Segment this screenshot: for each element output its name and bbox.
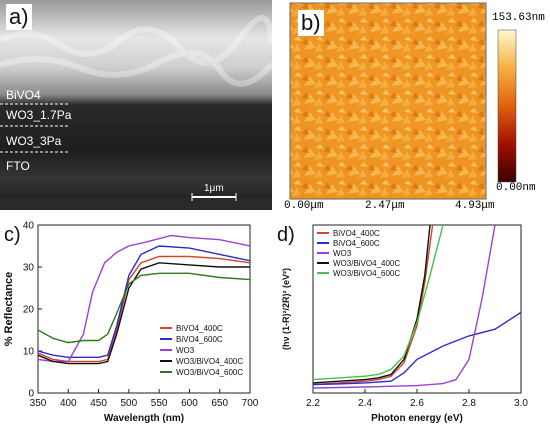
x-tick-label: 2.8 bbox=[462, 398, 476, 409]
x-tick-label: 550 bbox=[151, 398, 168, 409]
panel-d-tauc-chart: d) 2.2 2.4 2.6 2.8 3.0 Photon energy (eV) (hν (… bbox=[275, 215, 550, 433]
series-line-1 bbox=[313, 311, 521, 386]
afm-x-tick-0: 0.00μm bbox=[284, 200, 324, 212]
legend-label-4: WO3/BiVO4_600C bbox=[176, 368, 243, 377]
chart-panel-label: d) bbox=[277, 224, 295, 246]
tauc-chart-svg: d) 2.2 2.4 2.6 2.8 3.0 Photon energy (eV) (hν (… bbox=[277, 224, 528, 424]
x-tick-label: 3.0 bbox=[514, 398, 528, 409]
legend-label-3: WO3/BiVO4_400C bbox=[333, 259, 400, 268]
legend-label-1: BiVO4_600C bbox=[333, 239, 380, 248]
reflectance-chart-svg: c) 350 400 450 500 550 600 650 700 0 10 20 30 40 Wavel… bbox=[3, 221, 259, 425]
series-line-0 bbox=[38, 255, 250, 363]
colorbar-max-label: 153.63nm bbox=[492, 12, 545, 24]
x-tick-label: 2.2 bbox=[306, 398, 320, 409]
afm-x-tick-2: 4.93μm bbox=[455, 200, 495, 212]
x-tick-label: 650 bbox=[211, 398, 228, 409]
panel-a-sem: a) BiVO4 WO3_1.7Pa WO3_3Pa FTO 1μm bbox=[0, 0, 275, 210]
panel-b-label: b) bbox=[298, 10, 324, 36]
y-tick-label: 40 bbox=[23, 221, 35, 232]
legend-label-2: WO3 bbox=[333, 249, 352, 258]
legend-label-0: BiVO4_400C bbox=[333, 229, 380, 238]
series-line-1 bbox=[38, 245, 250, 358]
colorbar-min-label: 0.00nm bbox=[496, 182, 536, 194]
y-tick-label: 20 bbox=[23, 305, 35, 316]
layer-label-wo3-3pa: WO3_3Pa bbox=[6, 134, 62, 148]
legend-label-3: WO3/BiVO4_400C bbox=[176, 357, 243, 366]
panel-a-label: a) bbox=[6, 4, 32, 30]
x-tick-label: 2.6 bbox=[410, 398, 424, 409]
x-axis-label: Photon energy (eV) bbox=[371, 413, 463, 424]
layer-label-fto: FTO bbox=[6, 159, 30, 173]
x-tick-label: 600 bbox=[181, 398, 198, 409]
series-line-0 bbox=[313, 225, 434, 386]
y-tick-label: 10 bbox=[23, 347, 35, 358]
series-line-4 bbox=[38, 272, 250, 344]
x-tick-label: 700 bbox=[242, 398, 259, 409]
layer-label-bivo4: BiVO4 bbox=[6, 88, 41, 102]
series-line-2 bbox=[313, 225, 496, 389]
panel-c-reflectance-chart: c) 350 400 450 500 550 600 650 700 0 10 20 30 40 Wavel… bbox=[0, 215, 275, 433]
series-line-4 bbox=[313, 225, 444, 381]
legend-label-2: WO3 bbox=[176, 346, 195, 355]
legend-label-1: BiVO4_600C bbox=[176, 335, 223, 344]
x-tick-label: 450 bbox=[90, 398, 107, 409]
y-tick-label: 30 bbox=[23, 263, 35, 274]
x-tick-label: 350 bbox=[30, 398, 47, 409]
x-tick-label: 2.4 bbox=[358, 398, 372, 409]
series-line-2 bbox=[38, 234, 250, 363]
y-axis-label: (hν (1-R)²/2R)² (eV²) bbox=[281, 268, 291, 350]
x-tick-label: 500 bbox=[121, 398, 138, 409]
scalebar-label: 1μm bbox=[204, 183, 224, 194]
sem-image bbox=[0, 0, 275, 210]
layer-label-wo3-17pa: WO3_1.7Pa bbox=[6, 108, 72, 122]
panel-b-afm: b) 0.00μm 2.47μm 4.93μm 153.63nm 0.00nm bbox=[280, 0, 550, 215]
y-tick-label: 0 bbox=[28, 389, 34, 400]
y-axis-label: % Reflectance bbox=[3, 272, 15, 347]
x-tick-label: 400 bbox=[60, 398, 77, 409]
series-line-3 bbox=[38, 262, 250, 365]
series-line-3 bbox=[313, 225, 431, 384]
legend-label-0: BiVO4_400C bbox=[176, 324, 223, 333]
afm-x-tick-1: 2.47μm bbox=[365, 200, 405, 212]
x-axis-label: Wavelength (nm) bbox=[104, 413, 184, 424]
legend-label-4: WO3/BiVO4_600C bbox=[333, 269, 400, 278]
chart-panel-label: c) bbox=[4, 224, 21, 246]
